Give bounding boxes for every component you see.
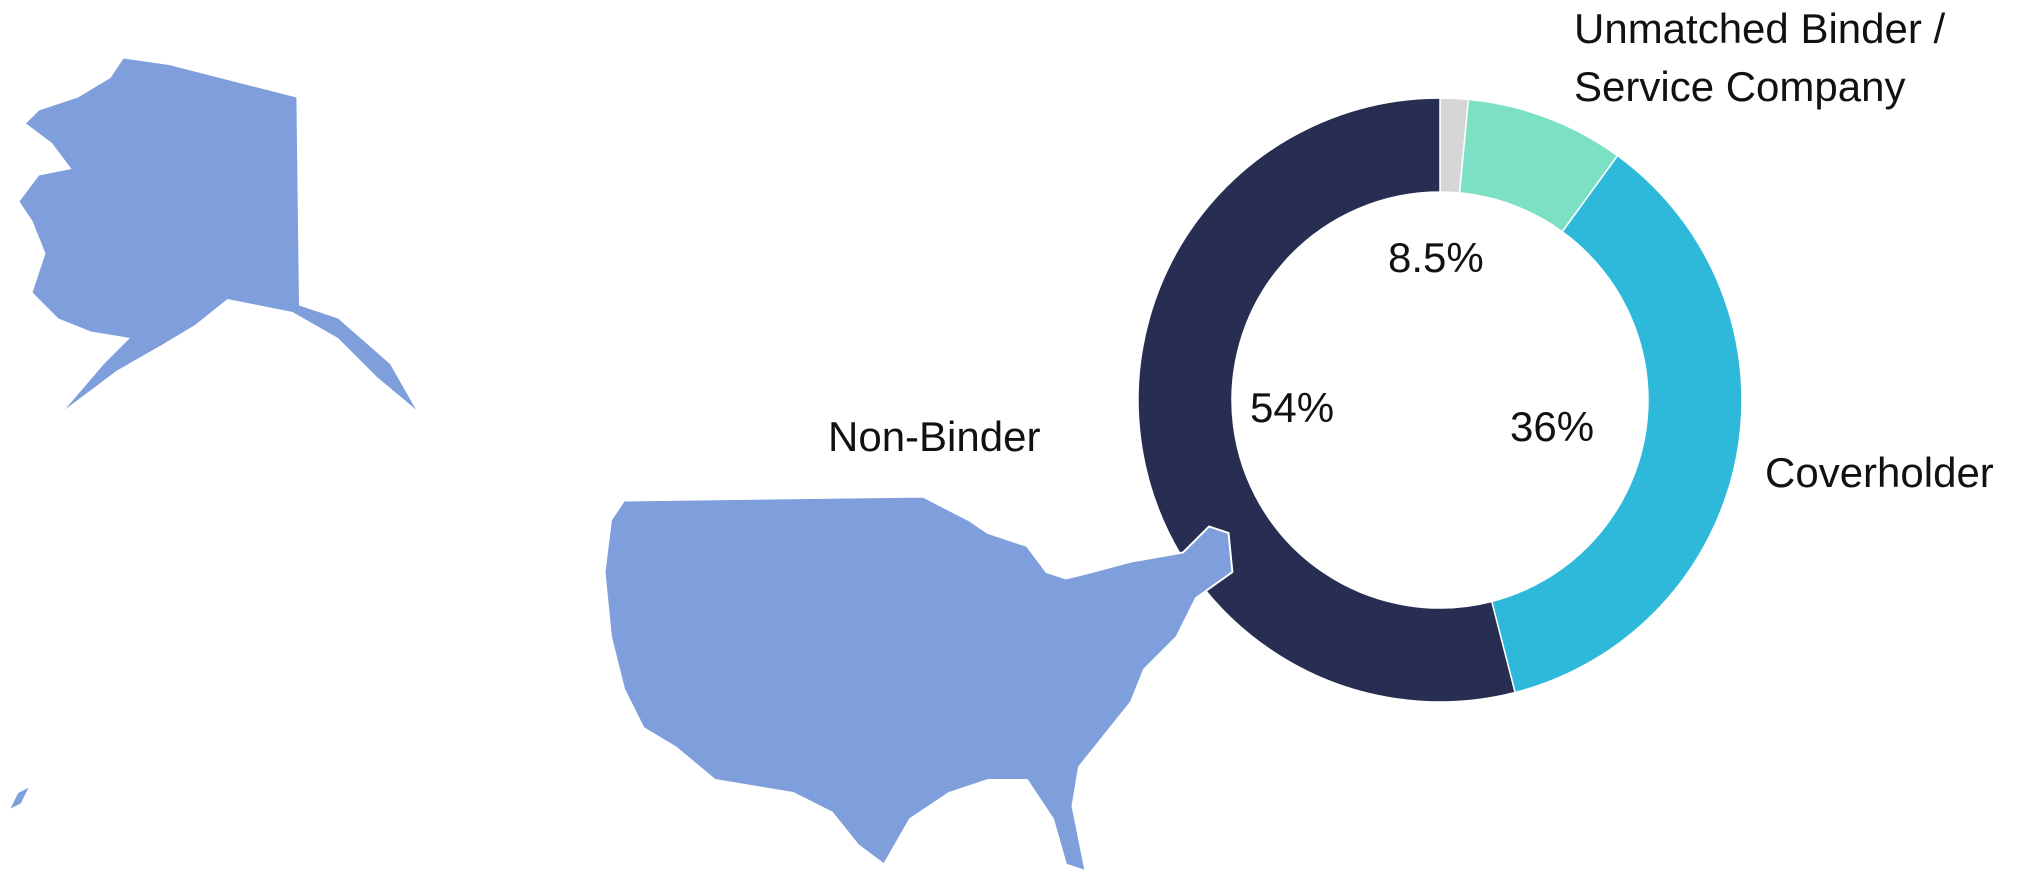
- us-map: [603, 495, 1234, 873]
- donut: [1137, 97, 1743, 703]
- donut-segment: [1490, 154, 1743, 694]
- value-label: 54%: [1250, 384, 1335, 431]
- category-label: Non-Binder: [828, 413, 1041, 460]
- value-label: 8.5%: [1388, 234, 1484, 281]
- alaska-map: [19, 58, 416, 410]
- donut-segment: [1137, 97, 1517, 703]
- category-label: Unmatched Binder / Service Company: [1574, 5, 1946, 110]
- value-label: 36%: [1510, 403, 1595, 450]
- map: [10, 58, 1234, 873]
- category-label: Coverholder: [1765, 449, 1994, 496]
- island: [10, 787, 29, 809]
